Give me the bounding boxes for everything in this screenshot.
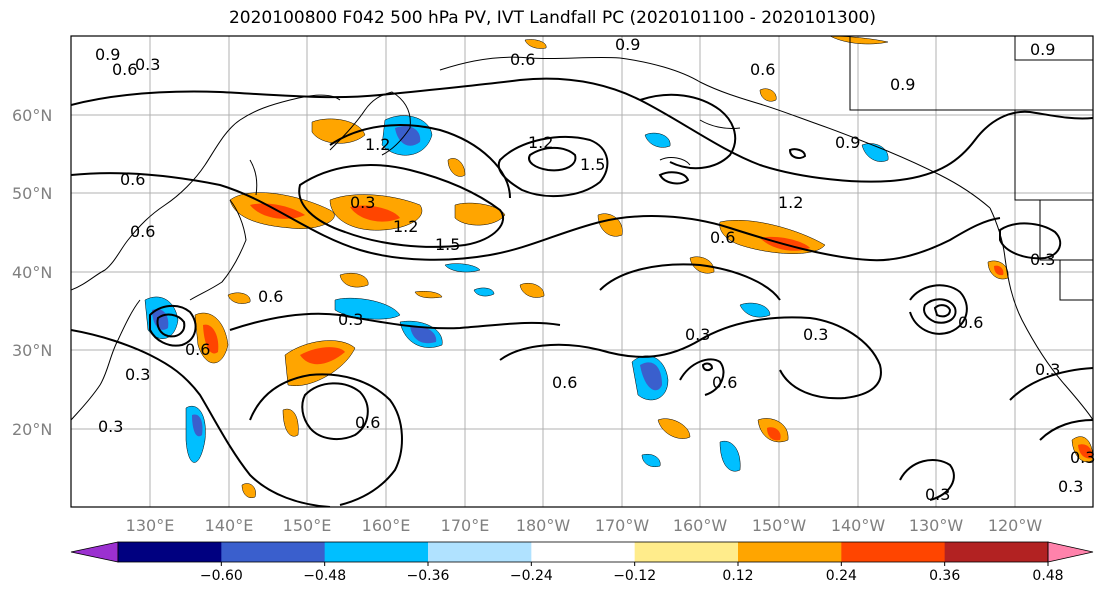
- contour-label: 0.6: [958, 313, 983, 332]
- lat-label: 20°N: [12, 420, 52, 439]
- contour-label: 0.9: [1030, 40, 1055, 59]
- lon-label: 120°W: [988, 516, 1043, 535]
- contour-label: 0.6: [112, 60, 137, 79]
- contour-label: 0.3: [135, 55, 160, 74]
- colorbar: −0.60 −0.48 −0.36 −0.24 −0.12 0.12 0.24 0.36 0.4…: [70, 541, 1094, 584]
- contour-label: 0.6: [712, 373, 737, 392]
- colorbar-tick-label: 0.36: [929, 568, 960, 584]
- contour-label: 0.9: [890, 75, 915, 94]
- lon-label: 160°W: [673, 516, 728, 535]
- contour-label: 0.6: [130, 222, 155, 241]
- longitude-labels: 130°E 140°E 150°E 160°E 170°E 180°W 170°…: [126, 516, 1043, 535]
- colorbar-segment: [531, 542, 636, 562]
- colorbar-tick-label: 0.12: [722, 568, 753, 584]
- contour-label: 1.2: [365, 135, 390, 154]
- coastlines: [71, 36, 1093, 421]
- contour-label: 0.3: [1058, 477, 1083, 496]
- contour-label: 0.9: [835, 133, 860, 152]
- latitude-labels: 60°N 50°N 40°N 30°N 20°N: [12, 106, 52, 439]
- lon-label: 130°E: [126, 516, 175, 535]
- pv-contours: [71, 77, 1093, 507]
- map-title: 2020100800 F042 500 hPa PV, IVT Landfall…: [228, 8, 876, 28]
- colorbar-segment: [634, 542, 739, 562]
- lon-label: 170°E: [441, 516, 490, 535]
- lon-label: 140°W: [831, 516, 886, 535]
- contour-label: 1.2: [393, 217, 418, 236]
- lon-label: 130°W: [909, 516, 964, 535]
- lon-label: 170°W: [595, 516, 650, 535]
- colorbar-tick-label: 0.24: [826, 568, 857, 584]
- colorbar-outline: [117, 541, 1049, 563]
- map-frame: [70, 35, 1094, 508]
- contour-labels: 0.9 0.6 0.9 0.9 0.9 0.6 0.9 0.6 0.3 0.6 …: [95, 35, 1095, 504]
- ivt-shading: [144, 36, 1093, 498]
- colorbar-segment: [841, 542, 946, 562]
- contour-label: 0.6: [552, 373, 577, 392]
- lat-label: 50°N: [12, 184, 52, 203]
- colorbar-tick-label: −0.60: [200, 568, 243, 584]
- contour-label: 0.3: [925, 485, 950, 504]
- lon-label: 160°E: [362, 516, 411, 535]
- contour-label: 0.6: [710, 228, 735, 247]
- colorbar-tick-label: 0.48: [1032, 568, 1063, 584]
- colorbar-extend-low: [70, 541, 119, 563]
- colorbar-tick-label: −0.24: [510, 568, 553, 584]
- contour-label: 0.3: [350, 193, 375, 212]
- colorbar-tick-label: −0.12: [613, 568, 656, 584]
- contour-label: 0.3: [803, 325, 828, 344]
- contour-label: 0.3: [125, 365, 150, 384]
- colorbar-extend-high: [1047, 541, 1094, 563]
- colorbar-tick-label: −0.48: [303, 568, 346, 584]
- colorbar-segment: [118, 542, 222, 562]
- colorbar-tick-label: −0.36: [407, 568, 450, 584]
- contour-label: 1.2: [778, 193, 803, 212]
- contour-label: 0.6: [185, 340, 210, 359]
- colorbar-segment: [324, 542, 429, 562]
- contour-label: 0.9: [95, 45, 120, 64]
- lon-label: 150°W: [752, 516, 807, 535]
- contour-label: 0.6: [120, 170, 145, 189]
- lon-label: 180°W: [516, 516, 571, 535]
- colorbar-segment: [738, 542, 842, 562]
- contour-label: 0.3: [338, 310, 363, 329]
- contour-label: 0.6: [355, 413, 380, 432]
- colorbar-segment: [221, 542, 326, 562]
- contour-label: 1.5: [580, 155, 605, 174]
- gridlines: [71, 36, 1093, 507]
- contour-label: 0.3: [98, 417, 123, 436]
- contour-label: 0.9: [615, 35, 640, 54]
- contour-label: 1.2: [528, 133, 553, 152]
- lon-label: 150°E: [283, 516, 332, 535]
- lat-label: 30°N: [12, 341, 52, 360]
- contour-label: 0.6: [510, 50, 535, 69]
- lon-label: 140°E: [205, 516, 254, 535]
- contour-label: 0.6: [258, 287, 283, 306]
- lat-label: 60°N: [12, 106, 52, 125]
- contour-label: 0.3: [1030, 250, 1055, 269]
- contour-label: 0.3: [685, 325, 710, 344]
- contour-label: 1.5: [435, 235, 460, 254]
- contour-label: 0.3: [1035, 360, 1060, 379]
- contour-label: 0.6: [750, 60, 775, 79]
- colorbar-segment: [944, 542, 1049, 562]
- contour-label: 0.3: [1070, 448, 1095, 467]
- colorbar-segment: [428, 542, 532, 562]
- lat-label: 40°N: [12, 263, 52, 282]
